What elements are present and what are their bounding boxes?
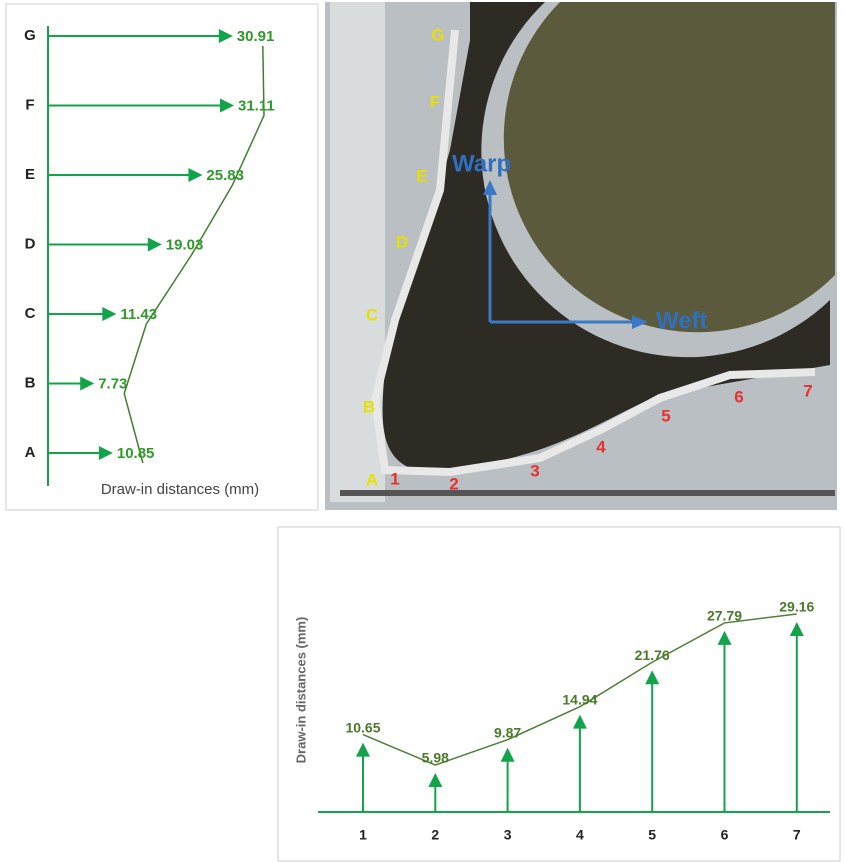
value-label: 10.65 xyxy=(345,719,380,735)
arrow-head xyxy=(188,168,203,182)
value-label: 10.85 xyxy=(117,445,155,462)
category-label: B xyxy=(25,374,36,391)
arrow-head xyxy=(80,376,95,391)
arrow-head xyxy=(147,237,162,252)
panel-left xyxy=(5,3,319,511)
warp-label: Warp xyxy=(452,150,511,177)
value-label: 19.03 xyxy=(166,236,204,253)
arrow xyxy=(645,670,660,812)
category-label: E xyxy=(25,166,35,183)
arrow-head xyxy=(645,670,660,685)
arrow-head xyxy=(572,714,587,729)
arrow-head xyxy=(789,622,804,636)
value-label: 27.79 xyxy=(707,608,742,624)
connector-line xyxy=(123,45,265,464)
point-label: 1 xyxy=(390,469,399,488)
category-label: 3 xyxy=(504,827,512,843)
arrow-head xyxy=(717,630,732,645)
category-label: C xyxy=(25,305,36,322)
fabric xyxy=(382,2,830,470)
category-label: D xyxy=(25,235,36,252)
arrow-head xyxy=(220,98,234,113)
arrow xyxy=(48,446,113,460)
edge-label: B xyxy=(363,397,375,416)
arrow xyxy=(48,237,162,252)
arrow-head xyxy=(428,773,443,788)
edge-label: F xyxy=(430,92,440,111)
category-label: F xyxy=(25,96,34,113)
category-label: 4 xyxy=(576,827,584,843)
category-label: 7 xyxy=(793,827,801,843)
value-label: 5.98 xyxy=(422,750,449,766)
panel-bottom xyxy=(277,526,841,862)
edge-label: C xyxy=(366,305,378,324)
category-label: 5 xyxy=(648,827,656,843)
arrow xyxy=(717,630,732,812)
point-label: 4 xyxy=(596,437,606,456)
clamp-edge xyxy=(370,29,816,477)
edge-label: D xyxy=(396,232,408,251)
edge-label: A xyxy=(366,470,378,489)
arrow-head xyxy=(356,742,370,757)
arrow xyxy=(572,714,587,812)
connector-line xyxy=(362,613,797,766)
point-label: 7 xyxy=(803,381,812,400)
arrow xyxy=(48,29,233,43)
value-label: 9.87 xyxy=(494,724,521,740)
edge-label: G xyxy=(431,25,444,44)
value-label: 29.16 xyxy=(779,599,814,615)
value-label: 30.91 xyxy=(237,28,275,45)
point-label: 3 xyxy=(530,461,539,480)
arrow-head xyxy=(98,446,113,460)
value-label: 11.43 xyxy=(120,306,157,323)
value-label: 14.94 xyxy=(562,691,597,707)
arrow-head xyxy=(500,747,515,762)
base xyxy=(340,490,835,496)
value-label: 21.76 xyxy=(635,647,670,663)
point-label: 6 xyxy=(734,387,743,406)
arrow-head xyxy=(102,307,117,321)
arrow xyxy=(48,98,234,113)
arrow xyxy=(48,307,117,321)
value-label: 31.11 xyxy=(238,97,275,114)
category-label: 6 xyxy=(721,827,729,843)
warp-head xyxy=(483,180,497,195)
arrow xyxy=(48,168,203,182)
photo: Warp Weft G F E D C B A 1 2 3 4 5 6 7 xyxy=(325,2,837,510)
edge-label: E xyxy=(416,166,427,185)
category-label: G xyxy=(24,27,36,44)
weft-label: Weft xyxy=(656,307,708,334)
axis-label: Draw-in distances (mm) xyxy=(101,481,259,498)
arrow xyxy=(500,747,515,812)
weft-head xyxy=(632,315,648,329)
category-label: 1 xyxy=(359,827,367,843)
axis-label: Draw-in distances (mm) xyxy=(293,617,308,764)
fabric-ring xyxy=(503,2,835,333)
value-label: 25.83 xyxy=(206,167,244,184)
arrow xyxy=(48,376,95,391)
category-label: A xyxy=(25,444,36,461)
point-label: 5 xyxy=(661,406,670,425)
arrow xyxy=(356,742,370,812)
arrow xyxy=(428,773,443,812)
arrow xyxy=(789,622,804,812)
value-label: 7.73 xyxy=(98,375,127,392)
category-label: 2 xyxy=(431,827,439,843)
arrow-head xyxy=(218,29,233,43)
point-label: 2 xyxy=(449,474,458,493)
